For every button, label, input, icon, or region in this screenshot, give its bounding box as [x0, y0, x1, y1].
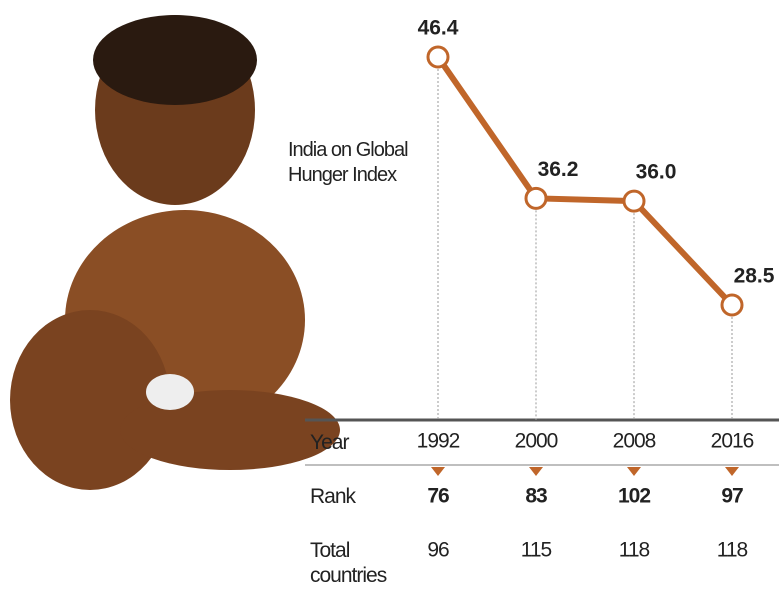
row-label: Rank	[310, 484, 390, 509]
point	[624, 191, 644, 211]
value-label: 36.0	[636, 161, 677, 184]
point	[526, 188, 546, 208]
cell: 118	[717, 539, 748, 562]
chart-title: India on Global Hunger Index	[288, 138, 438, 188]
photo	[10, 15, 340, 490]
value-label: 28.5	[734, 265, 775, 288]
marker	[431, 467, 445, 476]
table-header: Year	[310, 430, 348, 455]
cell: 102	[618, 485, 650, 508]
cell: 76	[427, 485, 449, 508]
marker	[627, 467, 641, 476]
x-tick-label: 2016	[711, 430, 754, 453]
value-label: 36.2	[538, 158, 579, 181]
line	[438, 57, 732, 305]
cell: 83	[525, 485, 547, 508]
point	[722, 295, 742, 315]
marker	[725, 467, 739, 476]
x-tick-label: 2000	[515, 430, 558, 453]
row-label: Total countries	[310, 538, 390, 588]
cell: 115	[521, 539, 552, 562]
x-tick-label: 2008	[613, 430, 656, 453]
infographic: 46.4 36.2 36.0 28.5 1992 2000 2008 2016 76 83 102 9…	[0, 0, 779, 596]
cell: 118	[619, 539, 650, 562]
point	[428, 47, 448, 67]
value-label: 46.4	[418, 17, 459, 40]
cell: 97	[721, 485, 743, 508]
marker	[529, 467, 543, 476]
cell: 96	[427, 539, 449, 562]
x-tick-label: 1992	[417, 430, 460, 453]
